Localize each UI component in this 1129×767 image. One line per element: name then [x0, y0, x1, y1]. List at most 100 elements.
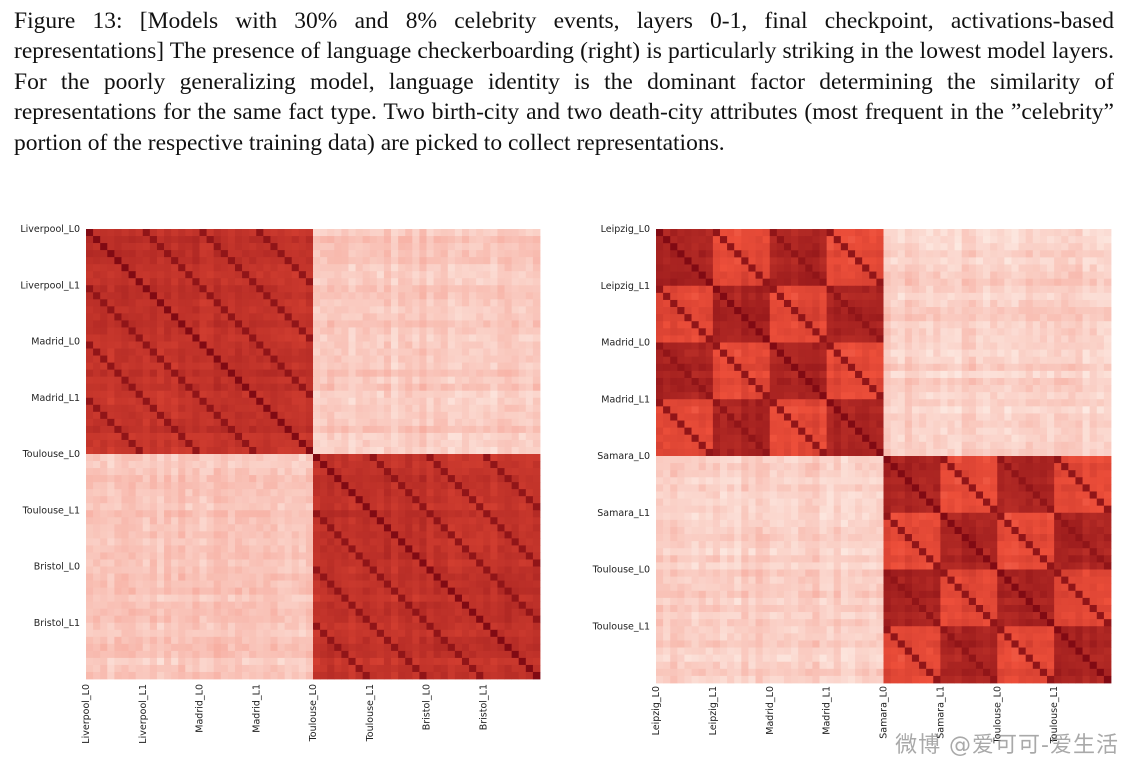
heatmap-cell	[114, 390, 122, 399]
heatmap-cell	[369, 517, 378, 525]
heatmap-cell	[426, 299, 434, 307]
heatmap-cell	[412, 404, 420, 413]
heatmap-cell	[469, 531, 477, 539]
heatmap-cell	[185, 306, 193, 314]
heatmap-cell	[483, 531, 491, 539]
heatmap-cell	[334, 664, 342, 673]
heatmap-cell	[284, 418, 293, 427]
heatmap-cell	[320, 552, 328, 560]
heatmap-cell	[504, 271, 513, 279]
heatmap-cell	[277, 320, 286, 328]
heatmap-cell	[677, 285, 685, 294]
heatmap-cell	[249, 629, 257, 638]
heatmap-cell	[121, 250, 129, 258]
heatmap-cell	[192, 566, 200, 574]
heatmap-cell	[242, 341, 250, 349]
heatmap-cell	[362, 454, 371, 462]
heatmap-cell	[263, 475, 271, 483]
heatmap-cell	[383, 271, 392, 279]
heatmap-cell	[405, 306, 413, 314]
heatmap-cell	[504, 292, 513, 300]
heatmap-cell	[142, 601, 151, 610]
heatmap-cell	[862, 285, 870, 294]
heatmap-cell	[454, 292, 463, 300]
heatmap-cell	[440, 657, 449, 666]
heatmap-cell	[362, 264, 371, 272]
heatmap-cell	[440, 292, 449, 300]
heatmap-cell	[1082, 278, 1091, 287]
heatmap-cell	[405, 369, 413, 378]
heatmap-cell	[199, 636, 207, 645]
heatmap-cell	[369, 271, 378, 279]
heatmap-cell	[100, 552, 108, 560]
heatmap-cell	[334, 636, 342, 645]
heatmap-cell	[532, 236, 541, 244]
heatmap-cell	[256, 439, 264, 448]
heatmap-cell	[263, 404, 271, 413]
heatmap-cell	[869, 236, 877, 244]
heatmap-cell	[227, 496, 236, 504]
heatmap-cell	[1082, 243, 1091, 251]
heatmap-cell	[298, 327, 307, 335]
heatmap-cell	[284, 531, 293, 539]
heatmap-cell	[86, 285, 94, 293]
heatmap-cell	[291, 369, 300, 378]
heatmap-cell	[483, 636, 491, 645]
heatmap-cell	[355, 587, 364, 596]
heatmap-cell	[149, 376, 158, 385]
heatmap-cell	[234, 313, 243, 321]
heatmap-cell	[149, 418, 158, 427]
heatmap-cell	[192, 236, 200, 244]
heatmap-cell	[362, 559, 371, 567]
heatmap-cell	[447, 257, 456, 265]
heatmap-cell	[142, 503, 151, 511]
heatmap-cell	[263, 454, 271, 462]
heatmap-cell	[490, 432, 498, 441]
heatmap-cell	[362, 299, 371, 307]
heatmap-cell	[911, 278, 920, 287]
heatmap-cell	[1068, 285, 1076, 294]
heatmap-cell	[277, 292, 286, 300]
heatmap-cell	[156, 496, 165, 504]
heatmap-cell	[256, 664, 264, 673]
heatmap-cell	[277, 461, 286, 469]
heatmap-cell	[447, 397, 456, 406]
heatmap-cell	[164, 264, 172, 272]
heatmap-cell	[355, 545, 364, 553]
heatmap-cell	[178, 313, 186, 321]
heatmap-cell	[355, 418, 364, 427]
heatmap-cell	[192, 489, 200, 497]
heatmap-cell	[313, 313, 321, 321]
heatmap-cell	[670, 257, 678, 265]
heatmap-cell	[327, 475, 335, 483]
heatmap-cell	[199, 390, 207, 399]
heatmap-cell	[419, 285, 427, 293]
heatmap-cell	[348, 369, 356, 378]
heatmap-cell	[263, 278, 271, 286]
heatmap-cell	[440, 383, 449, 392]
heatmap-cell	[171, 664, 179, 673]
heatmap-cell	[990, 271, 998, 280]
heatmap-cell	[383, 664, 392, 673]
heatmap-cell	[504, 348, 513, 356]
heatmap-cell	[348, 545, 356, 553]
heatmap-cell	[348, 418, 356, 427]
heatmap-cell	[355, 313, 364, 321]
heatmap-cell	[100, 524, 108, 532]
heatmap-cell	[734, 299, 742, 308]
heatmap-cell	[412, 292, 420, 300]
heatmap-cell	[348, 446, 356, 455]
heatmap-cell	[185, 390, 193, 399]
heatmap-cell	[199, 369, 207, 378]
heatmap-cell	[369, 411, 378, 420]
heatmap-cell	[497, 671, 505, 680]
heatmap-cell	[532, 496, 541, 504]
heatmap-cell	[412, 306, 420, 314]
heatmap-cell	[869, 307, 877, 315]
heatmap-cell	[135, 657, 144, 666]
heatmap-cell	[975, 321, 984, 329]
heatmap-cell	[284, 390, 293, 399]
heatmap-cell	[291, 671, 300, 680]
heatmap-cell	[86, 573, 94, 581]
heatmap-cell	[185, 622, 193, 631]
